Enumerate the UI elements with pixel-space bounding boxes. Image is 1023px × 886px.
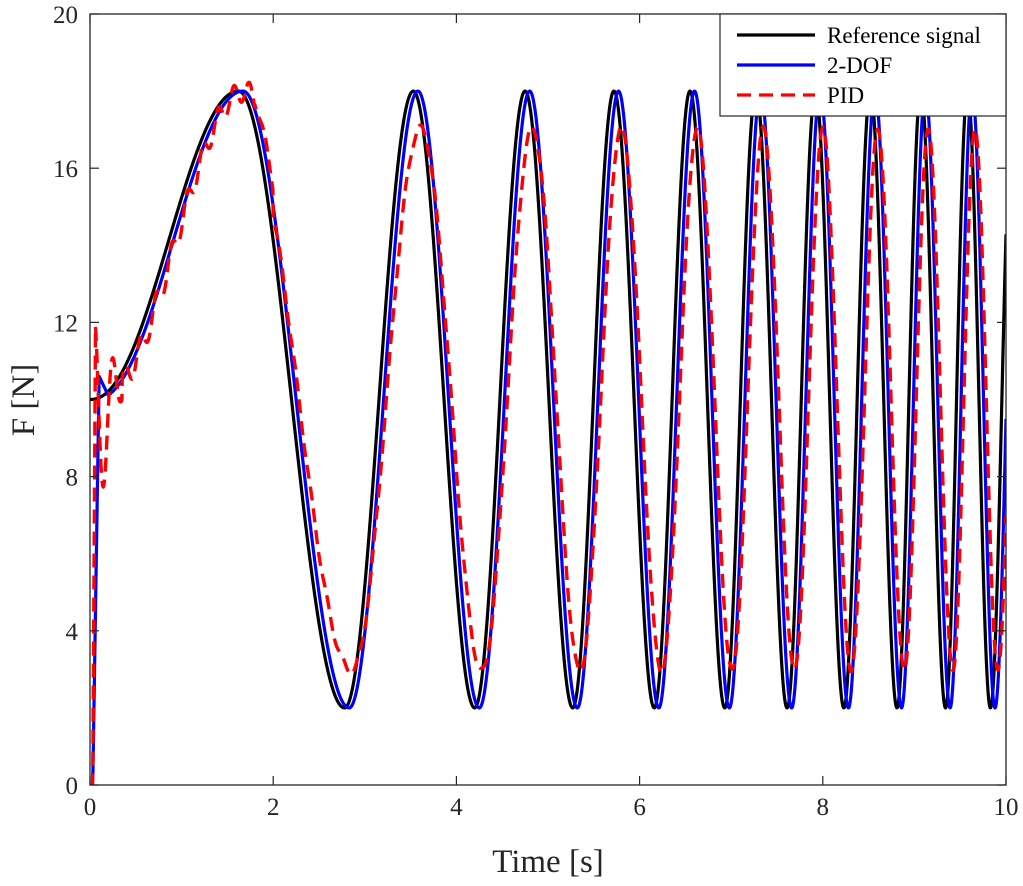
series-line-pid bbox=[90, 80, 1006, 785]
legend-label: PID bbox=[827, 83, 864, 108]
x-tick-label: 6 bbox=[633, 794, 646, 821]
x-tick-label: 0 bbox=[84, 794, 97, 821]
x-tick-label: 4 bbox=[450, 794, 463, 821]
y-tick-label: 12 bbox=[53, 310, 78, 337]
x-axis-label: Time [s] bbox=[492, 844, 604, 880]
x-tick-label: 10 bbox=[994, 794, 1019, 821]
y-tick-label: 20 bbox=[53, 2, 78, 29]
y-tick-label: 8 bbox=[66, 465, 79, 492]
y-tick-label: 0 bbox=[66, 773, 79, 800]
y-axis-label: F [N] bbox=[6, 364, 42, 436]
series-line-reference-signal bbox=[90, 89, 1006, 710]
x-tick-label: 8 bbox=[817, 794, 830, 821]
legend: Reference signal 2-DOF PID bbox=[719, 13, 1007, 117]
y-tick-label: 4 bbox=[66, 619, 79, 646]
legend-label: 2-DOF bbox=[827, 53, 892, 78]
legend-label: Reference signal bbox=[827, 23, 981, 48]
x-tick-label: 2 bbox=[267, 794, 280, 821]
y-tick-label: 16 bbox=[53, 156, 78, 183]
plot-frame bbox=[89, 13, 1007, 786]
